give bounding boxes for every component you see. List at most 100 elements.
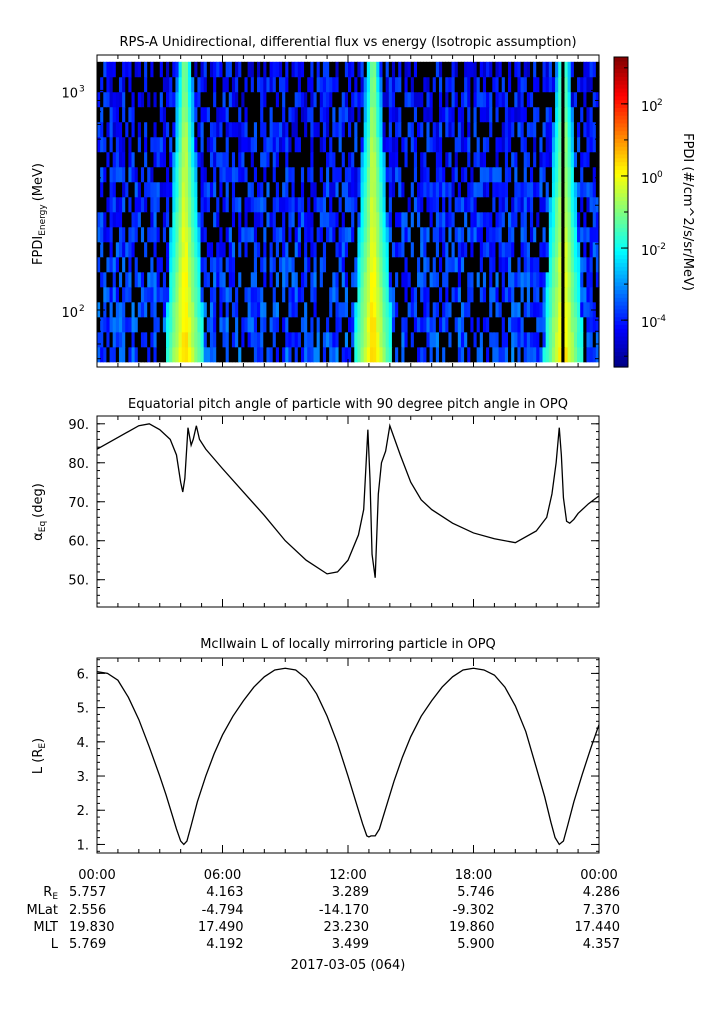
flux-cell (203, 76, 208, 93)
flux-cell (247, 151, 252, 168)
flux-cell (241, 136, 246, 153)
flux-cell (187, 286, 192, 303)
colorbar-band (614, 111, 628, 116)
flux-cell (417, 136, 421, 153)
flux-cell (241, 331, 246, 348)
flux-cell (467, 226, 471, 243)
flux-cell (250, 91, 255, 108)
flux-cell (187, 136, 192, 153)
flux-cell (486, 136, 490, 153)
flux-cell (228, 271, 233, 288)
flux-cell (332, 346, 337, 363)
flux-cell (235, 136, 239, 153)
flux-cell (219, 181, 224, 198)
flux-cell (203, 166, 208, 183)
flux-cell (548, 331, 553, 348)
flux-cell (304, 331, 308, 348)
flux-cell (520, 136, 525, 153)
flux-cell (404, 256, 409, 273)
flux-cell (511, 196, 515, 213)
flux-cell (128, 286, 133, 303)
flux-cell (278, 226, 283, 243)
flux-cell (278, 181, 283, 198)
flux-cell (376, 301, 380, 318)
flux-cell (501, 136, 506, 153)
flux-cell (363, 91, 368, 108)
flux-cell (263, 166, 268, 183)
flux-cell (282, 346, 286, 363)
flux-cell (417, 121, 421, 138)
flux-cell (548, 316, 553, 333)
flux-cell (561, 346, 566, 363)
flux-cell (495, 76, 500, 93)
flux-cell (203, 106, 208, 123)
flux-cell (479, 316, 484, 333)
flux-cell (451, 211, 456, 228)
flux-cell (194, 106, 198, 123)
flux-cell (460, 211, 465, 228)
flux-cell (307, 181, 311, 198)
flux-cell (583, 61, 588, 78)
flux-cell (492, 106, 497, 123)
flux-cell (382, 316, 387, 333)
flux-cell (429, 106, 434, 123)
flux-cell (504, 196, 509, 213)
flux-cell (533, 241, 537, 258)
flux-cell (166, 241, 170, 258)
flux-cell (548, 106, 553, 123)
flux-cell (304, 121, 308, 138)
flux-cell (583, 346, 588, 363)
flux-cell (529, 181, 534, 198)
colorbar-band (614, 196, 628, 201)
flux-cell (162, 331, 167, 348)
flux-cell (438, 241, 443, 258)
flux-cell (363, 241, 368, 258)
flux-cell (357, 226, 362, 243)
flux-cell (354, 166, 359, 183)
colorbar-band (614, 177, 628, 182)
flux-cell (153, 196, 158, 213)
flux-cell (134, 286, 139, 303)
flux-cell (275, 286, 280, 303)
flux-cell (109, 211, 114, 228)
flux-cell (526, 136, 531, 153)
flux-cell (479, 196, 484, 213)
flux-cell (181, 196, 186, 213)
flux-cell (508, 331, 512, 348)
flux-cell (257, 271, 261, 288)
flux-cell (131, 196, 136, 213)
flux-cell (451, 271, 456, 288)
flux-cell (140, 61, 145, 78)
flux-cell (150, 331, 155, 348)
flux-cell (97, 91, 101, 108)
flux-cell (460, 316, 465, 333)
flux-cell (570, 226, 575, 243)
flux-cell (376, 256, 380, 273)
flux-cell (558, 91, 562, 108)
flux-cell (564, 256, 569, 273)
flux-cell (326, 256, 330, 273)
flux-cell (479, 136, 484, 153)
flux-cell (338, 166, 343, 183)
flux-cell (272, 241, 277, 258)
flux-cell (570, 286, 575, 303)
flux-cell (482, 286, 487, 303)
flux-cell (558, 256, 562, 273)
flux-cell (269, 106, 274, 123)
flux-cell (542, 211, 547, 228)
flux-cell (369, 61, 374, 78)
flux-cell (592, 166, 597, 183)
flux-cell (297, 211, 302, 228)
flux-cell (586, 301, 591, 318)
l-shell-ylabel: L (RE) (31, 738, 48, 774)
flux-cell (373, 136, 377, 153)
flux-cell (316, 76, 321, 93)
y-tick-label: 5. (77, 702, 89, 717)
flux-cell (555, 271, 559, 288)
flux-cell (304, 136, 308, 153)
flux-cell (162, 166, 167, 183)
flux-cell (344, 151, 349, 168)
flux-cell (517, 61, 522, 78)
flux-cell (235, 181, 239, 198)
flux-cell (542, 196, 547, 213)
